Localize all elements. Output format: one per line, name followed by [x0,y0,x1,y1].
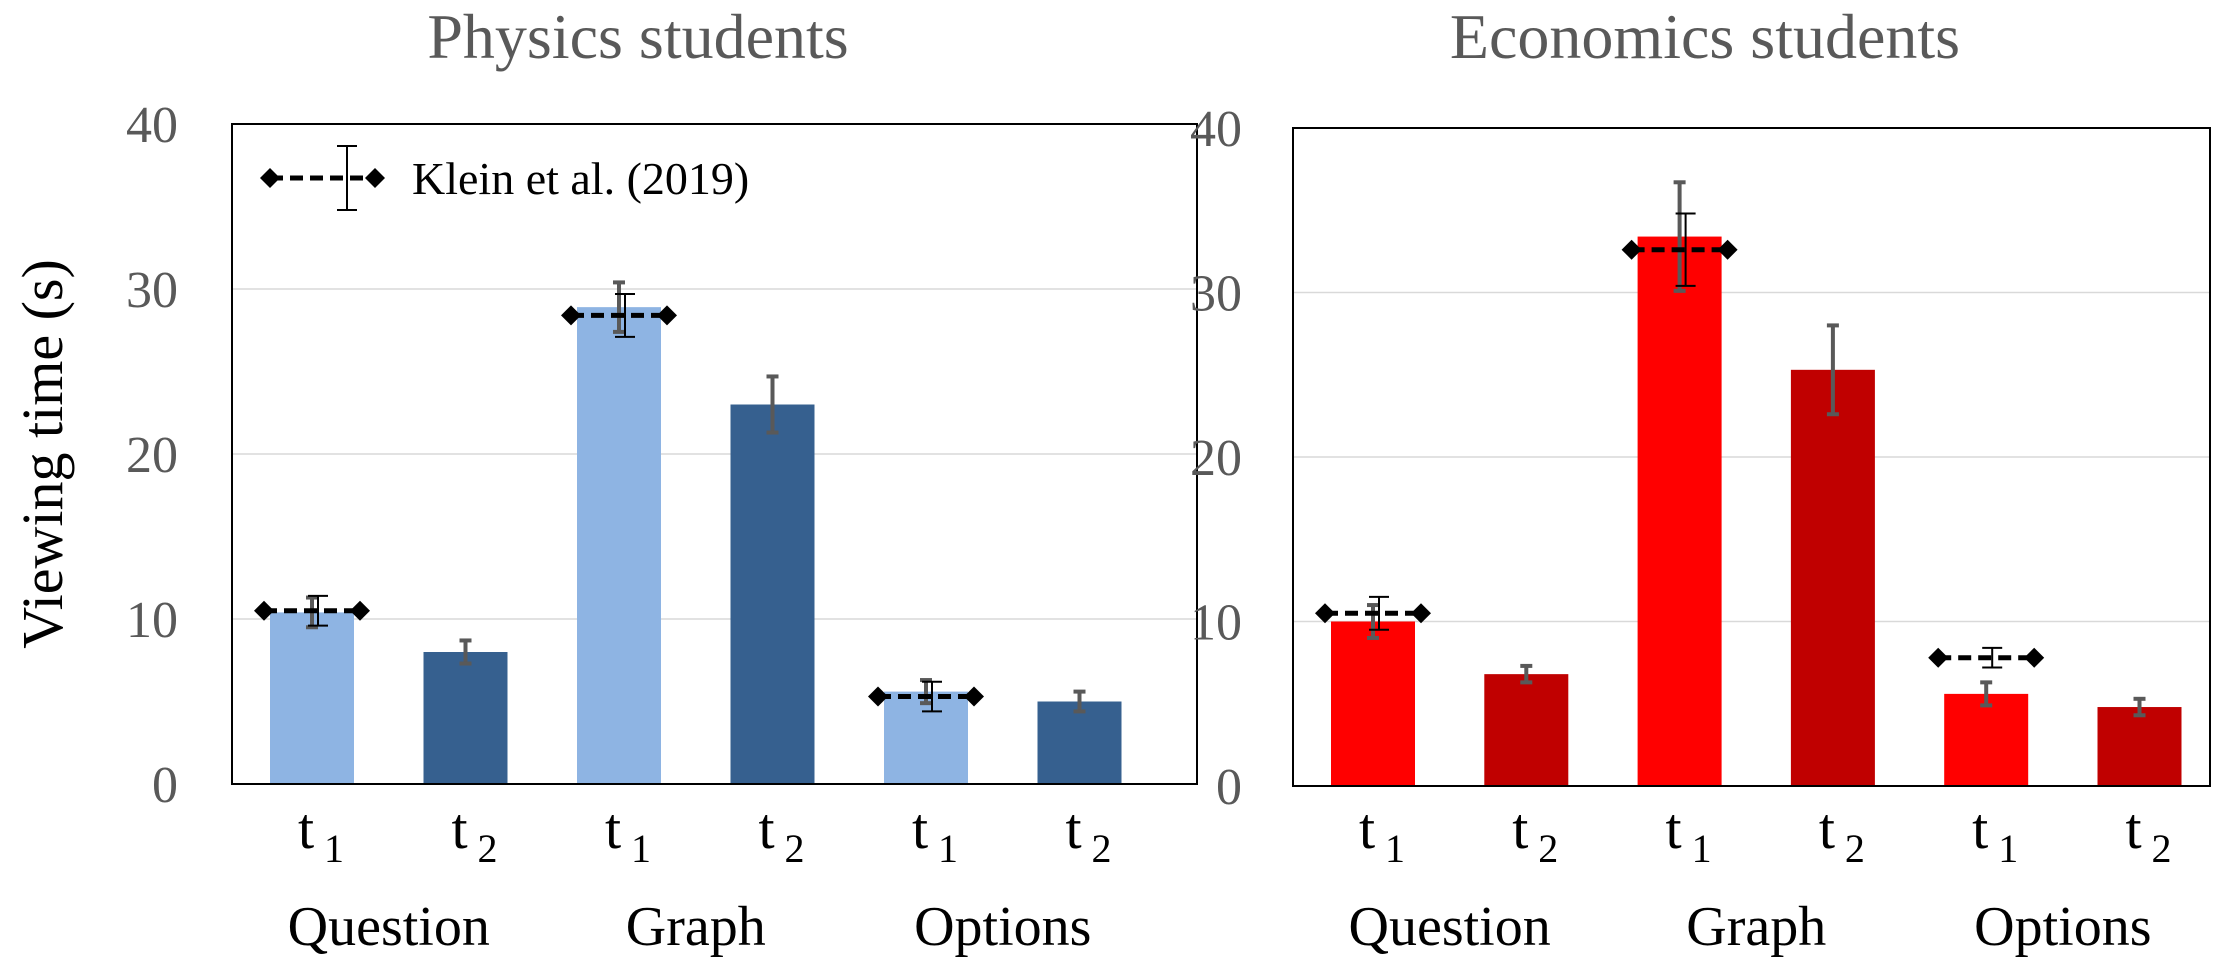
y-tick-label: 0 [152,757,178,814]
x-tick-label: t [1666,796,1682,861]
bar-error-bar [613,280,625,334]
x-tick-subscript: 1 [1692,826,1712,871]
reference-marker [254,594,370,627]
reference-diamond [2024,647,2045,668]
bar-error-bar [2133,696,2146,718]
group-label: Question [288,896,490,958]
bar-error-bar [1826,323,1839,417]
bar [1037,701,1122,784]
group-label: Question [1349,896,1551,958]
group-label: Graph [626,896,766,958]
y-tick-label: 40 [1190,101,1242,158]
chart-panel-1: Physics students 0 10 20 30 40 Viewing time (s… [10,1,1198,958]
reference-marker [1621,212,1738,287]
bar [577,307,661,784]
bar [2097,707,2182,786]
y-tick-label: 20 [1190,430,1242,487]
x-tick-subscript: 2 [1845,826,1865,871]
x-tick-subscript: 1 [938,826,958,871]
bar-error-bar [766,374,779,435]
x-tick-label: t [1819,796,1835,861]
x-tick-label: t [1065,796,1081,861]
reference-diamond [1621,239,1642,260]
y-tick-label: 10 [1190,595,1242,652]
x-tick-subscript: 1 [1385,826,1405,871]
legend-diamond [260,168,280,188]
x-tick-label: t [451,796,467,861]
x-tick-label: t [912,796,928,861]
x-tick-label: t [298,796,314,861]
bar-error-bar [459,638,472,666]
bar-error-bar [1980,680,1993,708]
reference-diamond [657,305,677,326]
plot-frame [1292,127,2211,787]
legend-diamond [365,168,385,188]
reference-diamond [868,686,888,707]
x-tick-label: t [1359,796,1375,861]
reference-diamond [1928,647,1949,668]
reference-diamond [254,600,274,621]
bar [423,652,508,784]
x-tick-label: t [1512,796,1528,861]
reference-diamond [561,305,581,326]
x-tick-subscript: 2 [1538,826,1558,871]
bar-error-bar [1367,603,1379,640]
y-tick-label: 40 [126,97,178,154]
reference-marker [868,680,984,713]
plot-frame [231,123,1198,785]
reference-diamond [1717,239,1738,260]
reference-diamond [1315,603,1335,624]
bar [884,691,968,784]
bar-error-bar [920,678,932,706]
x-tick-label: t [758,796,774,861]
x-tick-subscript: 1 [324,826,344,871]
reference-marker [1928,646,2045,669]
y-tick-label: 30 [126,262,178,319]
x-tick-subscript: 2 [2152,826,2172,871]
bar [1331,621,1415,786]
reference-marker [561,292,677,338]
bar-error-bar [1520,663,1533,685]
reference-diamond [1411,603,1431,624]
x-tick-subscript: 2 [1092,826,1112,871]
bar [730,404,815,784]
x-tick-label: t [2125,796,2141,861]
chart-title: Physics students [427,1,848,72]
chart-title: Economics students [1450,1,1960,72]
x-tick-subscript: 1 [1998,826,2018,871]
reference-diamond [350,600,370,621]
x-tick-subscript: 2 [478,826,498,871]
y-tick-label: 20 [126,427,178,484]
bar-error-bar [1073,689,1086,714]
reference-diamond [964,686,984,707]
y-axis-label: Viewing time (s) [10,259,75,649]
reference-marker [1315,595,1431,631]
bar [1944,693,2029,786]
legend-label: Klein et al. (2019) [412,153,749,204]
x-tick-subscript: 2 [785,826,805,871]
bar-error-bar [1673,180,1686,293]
bar [270,612,354,784]
bar [1790,369,1875,786]
group-label: Graph [1686,896,1826,958]
x-tick-label: t [1972,796,1988,861]
y-tick-label: 0 [1216,759,1242,816]
bar [1637,236,1722,786]
x-tick-subscript: 1 [631,826,651,871]
y-tick-label: 10 [126,592,178,649]
group-label: Options [914,896,1091,958]
legend: Klein et al. (2019) [260,145,749,211]
x-tick-label: t [605,796,621,861]
y-tick-label: 30 [1190,266,1242,323]
bar [1484,674,1569,786]
group-label: Options [1974,896,2151,958]
